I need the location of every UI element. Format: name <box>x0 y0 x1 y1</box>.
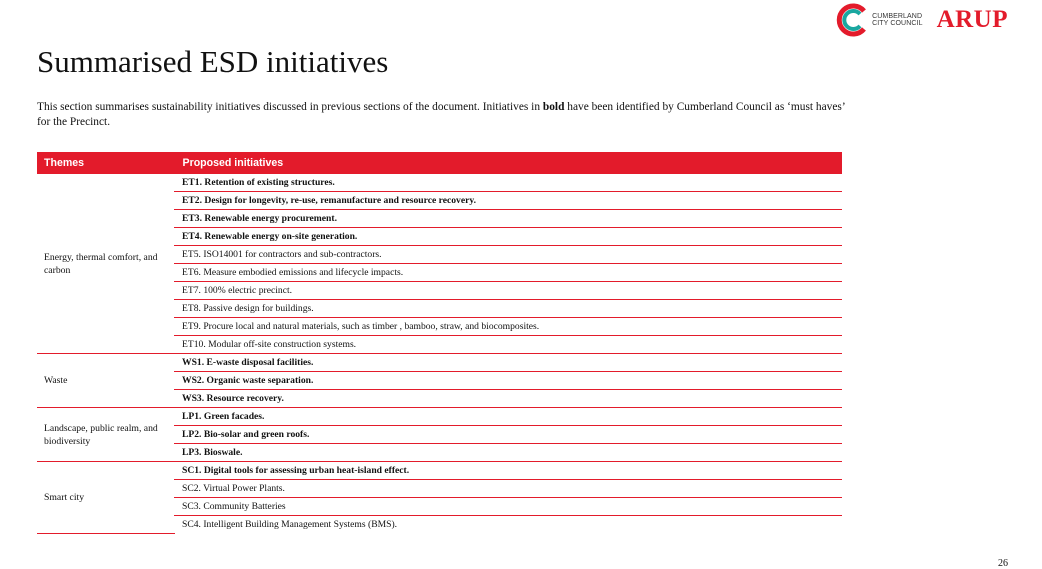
theme-cell: Waste <box>37 353 175 408</box>
initiative-cell: ET1. Retention of existing structures. <box>174 174 842 192</box>
page-title: Summarised ESD initiatives <box>37 44 389 79</box>
table-row: SC3. Community Batteries <box>37 497 842 516</box>
table-body: Energy, thermal comfort, and carbon ET1. … <box>37 174 842 534</box>
initiative-cell: LP2. Bio-solar and green roofs. <box>174 425 842 444</box>
table-row: LP3. Bioswale. <box>37 443 842 462</box>
logo-line-2: CITY COUNCIL <box>872 20 923 27</box>
table-row: WS2. Organic waste separation. <box>37 371 842 390</box>
initiative-cell: ET10. Modular off-site construction syst… <box>174 335 842 354</box>
initiatives-column-header: Proposed initiatives <box>174 152 842 174</box>
themes-column-header: Themes <box>37 152 175 174</box>
intro-bold-word: bold <box>542 101 565 113</box>
initiatives-table: Themes Proposed initiatives Energy, ther… <box>37 152 842 534</box>
initiative-cell: ET8. Passive design for buildings. <box>174 299 842 318</box>
initiative-cell: ET2. Design for longevity, re-use, reman… <box>174 191 842 210</box>
arup-logo: ARUP <box>936 6 1008 33</box>
table-row: Waste WS1. E-waste disposal facilities. <box>37 353 842 408</box>
table-row: SC4. Intelligent Building Management Sys… <box>37 515 842 533</box>
initiative-cell: LP3. Bioswale. <box>174 443 842 462</box>
page-number: 26 <box>998 558 1008 569</box>
table-row: WS3. Resource recovery. <box>37 389 842 408</box>
initiative-cell: SC2. Virtual Power Plants. <box>174 479 842 498</box>
initiative-cell: SC1. Digital tools for assessing urban h… <box>174 461 842 480</box>
initiative-cell: WS2. Organic waste separation. <box>174 371 842 390</box>
table-header-row: Themes Proposed initiatives <box>37 152 842 174</box>
cumberland-logo-text: CUMBERLAND CITY COUNCIL <box>872 13 922 27</box>
initiative-cell: ET9. Procure local and natural materials… <box>174 317 842 336</box>
theme-cell: Smart city <box>37 461 175 534</box>
initiative-cell: ET4. Renewable energy on-site generation… <box>174 227 842 246</box>
initiative-cell: SC4. Intelligent Building Management Sys… <box>174 515 842 533</box>
table-row: ET5. ISO14001 for contractors and sub-co… <box>37 245 842 264</box>
initiative-cell: ET3. Renewable energy procurement. <box>174 209 842 228</box>
cumberland-logo-icon <box>836 3 867 37</box>
table-row: LP2. Bio-solar and green roofs. <box>37 425 842 444</box>
table-row: Energy, thermal comfort, and carbon ET1. … <box>37 174 842 354</box>
table-row: ET9. Procure local and natural materials… <box>37 317 842 336</box>
initiative-cell: SC3. Community Batteries <box>174 497 842 516</box>
table-row: ET6. Measure embodied emissions and life… <box>37 263 842 282</box>
table-row: Landscape, public realm, and biodiversit… <box>37 407 842 462</box>
initiative-cell: WS1. E-waste disposal facilities. <box>174 353 842 372</box>
intro-text-part1: This section summarises sustainability i… <box>37 101 543 113</box>
header-logos: CUMBERLAND CITY COUNCIL ARUP <box>835 0 1008 40</box>
initiative-cell: WS3. Resource recovery. <box>174 389 842 408</box>
table-row: ET3. Renewable energy procurement. <box>37 209 842 228</box>
table-row: ET8. Passive design for buildings. <box>37 299 842 318</box>
table-row: ET10. Modular off-site construction syst… <box>37 335 842 354</box>
intro-text-part2: have been identified by Cumberland Counc… <box>37 101 845 128</box>
table-row: ET7. 100% electric precinct. <box>37 281 842 300</box>
initiative-cell: ET7. 100% electric precinct. <box>174 281 842 300</box>
table-row: Smart city SC1. Digital tools for assessi… <box>37 461 842 534</box>
table-row: ET2. Design for longevity, re-use, reman… <box>37 191 842 210</box>
theme-cell: Energy, thermal comfort, and carbon <box>37 174 175 354</box>
initiative-cell: LP1. Green facades. <box>174 407 842 426</box>
table-row: ET4. Renewable energy on-site generation… <box>37 227 842 246</box>
initiative-cell: ET6. Measure embodied emissions and life… <box>174 263 842 282</box>
initiative-cell: ET5. ISO14001 for contractors and sub-co… <box>174 245 842 264</box>
table-row: SC2. Virtual Power Plants. <box>37 479 842 498</box>
theme-cell: Landscape, public realm, and biodiversit… <box>37 407 175 462</box>
intro-paragraph: This section summarises sustainability i… <box>37 100 852 130</box>
logo-line-1: CUMBERLAND <box>872 13 923 20</box>
cumberland-council-logo: CUMBERLAND CITY COUNCIL <box>835 3 922 37</box>
